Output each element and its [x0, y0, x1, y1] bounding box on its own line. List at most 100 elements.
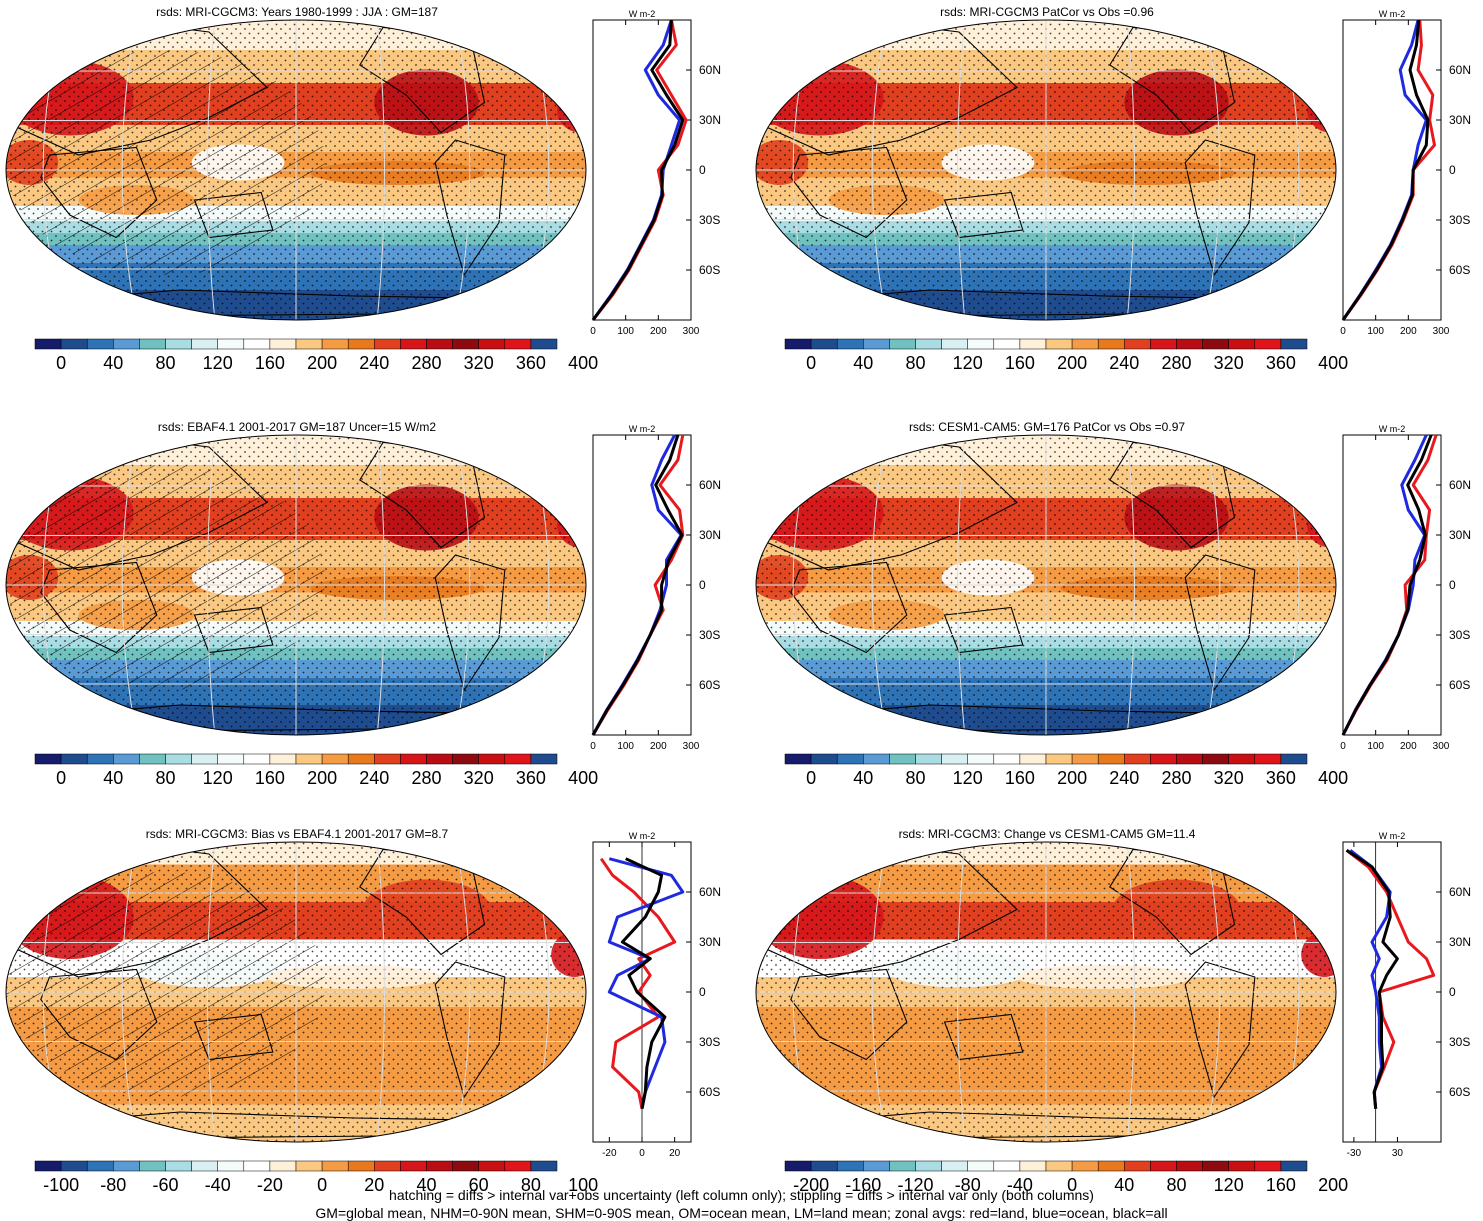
- colorbar-label: 40: [103, 768, 123, 788]
- colorbar-swatch-18: [1254, 753, 1282, 765]
- zonal-lat-label: 30N: [1449, 935, 1471, 949]
- colorbar-swatch-0: [34, 1160, 62, 1172]
- colorbar-swatch-1: [60, 1160, 88, 1172]
- colorbar-label: 120: [1214, 1175, 1244, 1195]
- colorbar-swatch-2: [86, 1160, 114, 1172]
- zonal-lat-label: 30S: [699, 1035, 720, 1049]
- colorbar-label: 80: [155, 353, 175, 373]
- zonal-lat-label: 30N: [699, 528, 721, 542]
- colorbar-swatch-0: [784, 338, 812, 350]
- zonal-lat-label: 60S: [699, 678, 720, 692]
- zonal-frame: [1342, 19, 1442, 321]
- colorbar-swatch-12: [1097, 1160, 1125, 1172]
- zonal-xtick-label: 200: [1400, 741, 1417, 752]
- colorbar-label: 40: [416, 1175, 436, 1195]
- zonal-lat-label: 30N: [1449, 528, 1471, 542]
- meridian-5: [1205, 435, 1221, 735]
- meridian-1: [121, 20, 137, 320]
- colorbar-swatch-10: [295, 753, 323, 765]
- colorbar-swatch-5: [165, 338, 192, 350]
- meridian-5: [1205, 842, 1221, 1142]
- zonal-lat-label: 0: [1449, 578, 1456, 592]
- colorbar-swatch-3: [113, 338, 140, 350]
- colorbar-swatch-5: [915, 1160, 942, 1172]
- zonal-lat-label: 60N: [699, 478, 721, 492]
- zonal-curve-land: [599, 857, 677, 1109]
- colorbar-swatch-12: [347, 1160, 375, 1172]
- colorbar-swatch-2: [86, 338, 114, 350]
- colorbar-swatch-3: [863, 753, 890, 765]
- colorbar-label: 60: [469, 1175, 489, 1195]
- colorbar-swatch-11: [321, 1160, 349, 1172]
- meridian-1: [871, 842, 887, 1142]
- colorbar-label: 280: [1161, 768, 1191, 788]
- zonal-lat-label: 60S: [1449, 1085, 1470, 1099]
- colorbar-label: -160: [845, 1175, 881, 1195]
- colorbar-label: -200: [793, 1175, 829, 1195]
- colorbar-label: -40: [1007, 1175, 1033, 1195]
- meridian-5: [455, 842, 471, 1142]
- coastline-2: [943, 606, 1024, 654]
- colorbar-label: -80: [100, 1175, 126, 1195]
- zonal-xtick-label: -30: [1347, 1148, 1362, 1159]
- colorbar-swatch-1: [810, 338, 838, 350]
- zonal-xtick-label: 100: [1367, 741, 1384, 752]
- colorbar-swatch-7: [967, 753, 995, 765]
- colorbar-swatch-18: [504, 1160, 532, 1172]
- colorbar-swatch-19: [1280, 338, 1308, 350]
- colorbar-swatch-10: [1045, 753, 1073, 765]
- zonal-xtick-label: 200: [650, 326, 667, 337]
- zonal-lat-label: 30N: [699, 113, 721, 127]
- zonal-frame: [1342, 841, 1442, 1143]
- colorbar-label: 280: [411, 353, 441, 373]
- colorbar-swatch-9: [269, 753, 297, 765]
- map-field: [6, 842, 586, 1142]
- colorbar-label: 200: [1057, 353, 1087, 373]
- colorbar-label: 40: [853, 353, 873, 373]
- colorbar-swatch-3: [113, 1160, 140, 1172]
- zonal-xtick-label: 30: [1392, 1148, 1404, 1159]
- panel-title: rsds: CESM1-CAM5: GM=176 PatCor vs Obs =…: [909, 420, 1185, 434]
- zonal-lat-label: 30S: [699, 213, 720, 227]
- colorbar-swatch-12: [1097, 338, 1125, 350]
- colorbar-swatch-4: [139, 1160, 166, 1172]
- colorbar-label: 80: [155, 768, 175, 788]
- zonal-lat-label: 30S: [1449, 213, 1470, 227]
- colorbar-swatch-6: [191, 338, 218, 350]
- colorbar-label: 200: [1318, 1175, 1348, 1195]
- zonal-lat-label: 0: [699, 578, 706, 592]
- zonal-lat-label: 60S: [1449, 678, 1470, 692]
- colorbar-label: 160: [1266, 1175, 1296, 1195]
- zonal-lat-label: 60N: [1449, 885, 1471, 899]
- colorbar-swatch-15: [426, 1160, 453, 1172]
- colorbar-swatch-2: [836, 753, 864, 765]
- colorbar-label: -80: [955, 1175, 981, 1195]
- zonal-xtick-label: -20: [602, 1148, 617, 1159]
- meridian-2: [956, 435, 966, 735]
- zonal-curve-all: [591, 19, 685, 321]
- colorbar-label: 160: [255, 768, 285, 788]
- colorbar-label: 80: [905, 353, 925, 373]
- colorbar-swatch-13: [374, 338, 401, 350]
- coastline-4: [1184, 139, 1256, 277]
- colorbar-swatch-9: [269, 1160, 297, 1172]
- colorbar-swatch-6: [941, 338, 968, 350]
- colorbar-label: 400: [568, 768, 598, 788]
- zonal-lat-label: 60N: [1449, 478, 1471, 492]
- meridian-4: [1126, 20, 1136, 320]
- colorbar-swatch-10: [1045, 338, 1073, 350]
- zonal-xtick-label: 300: [1433, 741, 1450, 752]
- meridian-1: [121, 435, 137, 735]
- colorbar-swatch-18: [504, 338, 532, 350]
- colorbar-swatch-16: [452, 338, 479, 350]
- colorbar-swatch-6: [941, 1160, 968, 1172]
- map-border: [5, 434, 587, 736]
- zonal-lat-label: 60N: [699, 885, 721, 899]
- zonal-xtick-label: 200: [650, 741, 667, 752]
- zonal-unit: W m-2: [629, 9, 656, 19]
- colorbar-label: 40: [103, 353, 123, 373]
- colorbar-swatch-8: [243, 1160, 271, 1172]
- zonal-lat-label: 0: [699, 163, 706, 177]
- colorbar-swatch-1: [810, 1160, 838, 1172]
- colorbar-label: 240: [359, 353, 389, 373]
